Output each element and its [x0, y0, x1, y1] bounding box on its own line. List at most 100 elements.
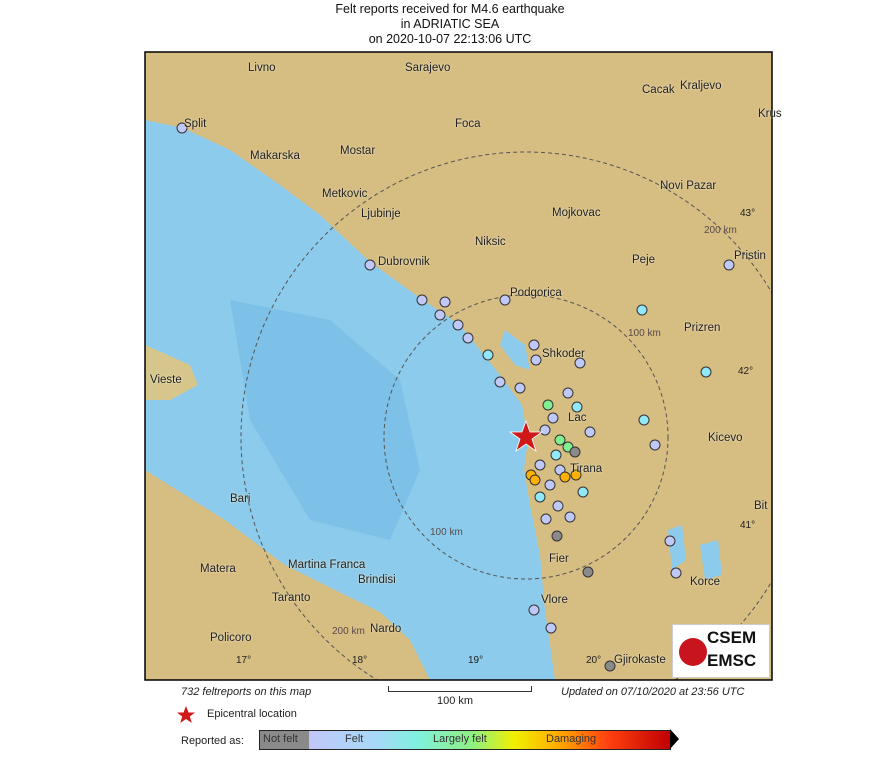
title-line-3: on 2020-10-07 22:13:06 UTC: [368, 32, 532, 46]
felt-report-marker[interactable]: [542, 399, 554, 411]
felt-report-marker[interactable]: [584, 426, 596, 438]
distance-ring-label: 200 km: [704, 225, 737, 236]
graticule-label: 17°: [236, 655, 252, 666]
title-line-2: in ADRIATIC SEA: [400, 17, 500, 31]
city-label: Vlore: [541, 594, 568, 606]
graticule-label: 20°: [586, 655, 602, 666]
graticule-label: 43°: [740, 208, 756, 219]
city-label: Policoro: [210, 632, 252, 644]
felt-report-marker[interactable]: [582, 566, 594, 578]
felt-report-marker[interactable]: [534, 491, 546, 503]
felt-report-marker[interactable]: [528, 339, 540, 351]
city-label: Mostar: [340, 145, 376, 157]
felt-report-marker[interactable]: [552, 500, 564, 512]
city-label: Cacak: [642, 84, 675, 96]
felt-report-marker[interactable]: [494, 376, 506, 388]
felt-report-marker[interactable]: [547, 412, 559, 424]
felt-report-marker[interactable]: [664, 535, 676, 547]
felt-report-marker[interactable]: [439, 296, 451, 308]
title-line-1: Felt reports received for M4.6 earthquak…: [335, 2, 565, 16]
city-label: Tirana: [570, 463, 603, 475]
distance-ring-label: 100 km: [628, 328, 661, 339]
graticule-label: 41°: [740, 520, 756, 531]
felt-report-marker[interactable]: [649, 439, 661, 451]
felt-report-marker[interactable]: [416, 294, 428, 306]
felt-report-marker[interactable]: [570, 469, 582, 481]
felt-report-marker[interactable]: [530, 354, 542, 366]
intensity-legend-bar: Not felt Felt Largely felt Damaging: [259, 730, 671, 750]
felt-report-marker[interactable]: [564, 511, 576, 523]
report-count: 732 feltreports on this map: [181, 686, 312, 698]
city-label: Martina Franca: [288, 559, 366, 571]
logo-line-2: EMSC: [707, 651, 757, 670]
felt-report-marker[interactable]: [554, 434, 566, 446]
report-markers: [176, 122, 735, 672]
felt-report-marker[interactable]: [551, 530, 563, 542]
city-label: Foca: [455, 118, 481, 130]
felt-report-marker[interactable]: [559, 471, 571, 483]
lake-prespa: [700, 540, 722, 580]
city-label: Niksic: [475, 236, 506, 248]
felt-report-marker[interactable]: [544, 479, 556, 491]
felt-report-marker[interactable]: [514, 382, 526, 394]
felt-report-marker[interactable]: [700, 366, 712, 378]
felt-report-marker[interactable]: [528, 604, 540, 616]
felt-report-marker[interactable]: [540, 513, 552, 525]
epicenter-legend-label: Epicentral location: [207, 708, 297, 720]
felt-report-marker[interactable]: [569, 446, 581, 458]
city-label: Lac: [568, 412, 587, 424]
logo-line-1: CSEM: [707, 628, 757, 647]
map-frame: [144, 51, 773, 681]
felt-report-marker[interactable]: [534, 459, 546, 471]
city-label: Taranto: [272, 592, 311, 604]
felt-report-marker[interactable]: [670, 567, 682, 579]
city-label: Matera: [200, 563, 236, 575]
distance-rings: [240, 151, 772, 680]
city-label: Prizren: [684, 322, 721, 334]
scale-bar: [388, 686, 532, 692]
felt-report-marker[interactable]: [574, 357, 586, 369]
epicenter-star: [508, 419, 544, 453]
felt-report-marker[interactable]: [452, 319, 464, 331]
city-label: Metkovic: [322, 188, 368, 200]
felt-report-marker[interactable]: [539, 424, 551, 436]
felt-report-marker[interactable]: [636, 304, 648, 316]
felt-report-marker[interactable]: [577, 486, 589, 498]
legend-felt: Felt: [345, 733, 364, 745]
felt-report-marker[interactable]: [562, 387, 574, 399]
sea-deep: [230, 300, 420, 540]
city-label: Pristin: [734, 250, 766, 262]
distance-ring-label: 100 km: [430, 527, 463, 538]
felt-report-marker[interactable]: [499, 294, 511, 306]
felt-report-marker[interactable]: [723, 259, 735, 271]
graticule-label: 18°: [352, 655, 368, 666]
felt-report-marker[interactable]: [604, 660, 616, 672]
city-label: Livno: [248, 62, 276, 74]
city-label: Fier: [549, 553, 569, 565]
gargano-land: [145, 345, 198, 400]
city-label: Mojkovac: [552, 207, 601, 219]
graticule-label: 19°: [468, 655, 484, 666]
city-label: Shkoder: [542, 348, 585, 360]
city-label: Bari: [230, 493, 251, 505]
legend-not-felt: Not felt: [263, 733, 298, 745]
felt-report-marker[interactable]: [529, 474, 541, 486]
felt-report-marker[interactable]: [482, 349, 494, 361]
felt-report-marker[interactable]: [364, 259, 376, 271]
city-label: Brindisi: [358, 574, 396, 586]
city-label: Krus: [758, 108, 782, 120]
felt-report-marker[interactable]: [176, 122, 188, 134]
felt-report-marker[interactable]: [434, 309, 446, 321]
felt-report-marker[interactable]: [545, 622, 557, 634]
felt-report-marker[interactable]: [462, 332, 474, 344]
legend-damaging: Damaging: [546, 733, 597, 745]
city-label: Kraljevo: [680, 80, 722, 92]
city-label: Vieste: [150, 374, 182, 386]
city-label: Korce: [690, 576, 721, 588]
felt-report-marker[interactable]: [571, 401, 583, 413]
felt-report-marker[interactable]: [638, 414, 650, 426]
felt-report-marker[interactable]: [550, 449, 562, 461]
lake-shkoder: [500, 330, 530, 370]
city-label: Kicevo: [708, 432, 743, 444]
